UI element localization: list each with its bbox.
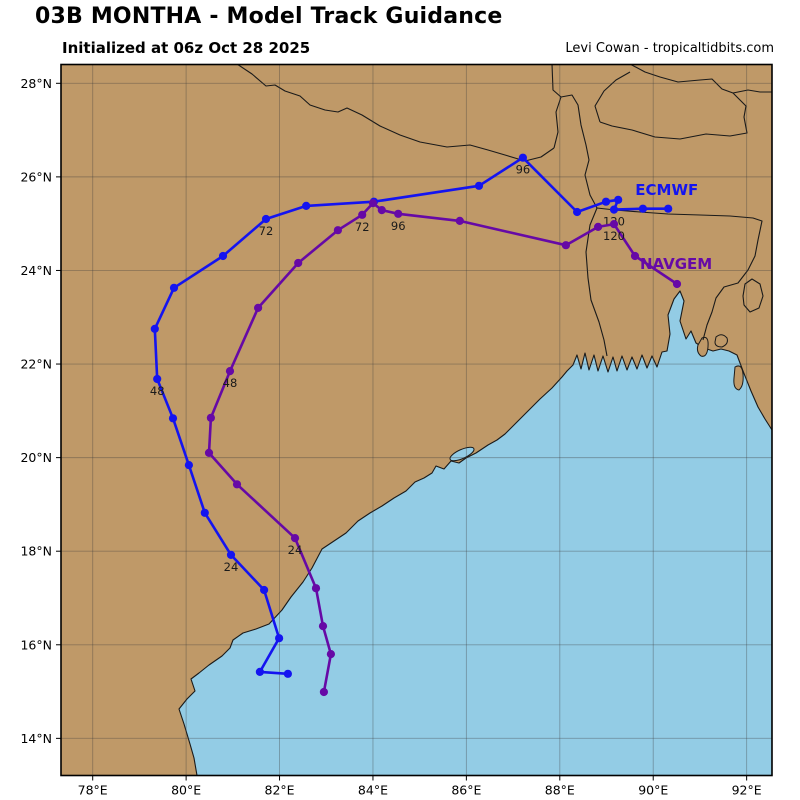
delta-island <box>714 334 728 348</box>
navgem-hour-label: 72 <box>355 220 370 234</box>
delta-island <box>696 336 709 357</box>
country-border <box>585 207 608 357</box>
navgem-hour-label: 96 <box>391 219 406 233</box>
subtitle-row: Initialized at 06z Oct 28 2025 Levi Cowa… <box>0 39 800 61</box>
ecmwf-track-point <box>614 195 623 204</box>
navgem-track-point <box>232 480 242 489</box>
navgem-track-point <box>368 199 378 208</box>
ecmwf-track-point <box>302 201 311 210</box>
navgem-track-point <box>254 303 263 312</box>
delta-island <box>733 365 744 391</box>
x-axis-tick-label: 90°E <box>638 783 668 798</box>
ecmwf-hour-label: 72 <box>259 224 274 238</box>
chart-title: 03B MONTHA - Model Track Guidance <box>35 4 503 29</box>
navgem-track-point <box>311 584 321 593</box>
y-axis-tick-label: 26°N <box>20 169 52 184</box>
ecmwf-hour-label: 48 <box>150 384 165 398</box>
ecmwf-track-point <box>474 181 484 190</box>
ecmwf-hour-label: 96 <box>516 163 531 177</box>
ecmwf-track-point <box>573 207 582 217</box>
ecmwf-model-label: ECMWF <box>635 181 698 199</box>
navgem-track-point <box>358 210 367 219</box>
navgem-track-point <box>290 534 300 543</box>
navgem-track-point <box>333 226 342 235</box>
navgem-track-point <box>609 220 619 229</box>
ecmwf-track-point <box>218 251 228 261</box>
ecmwf-track-point <box>283 669 292 678</box>
credit-label: Levi Cowan - tropicaltidbits.com <box>565 41 774 56</box>
plot-frame <box>60 63 773 777</box>
country-border <box>551 64 562 149</box>
navgem-model-label: NAVGEM <box>640 255 712 273</box>
chilika-lake <box>449 446 475 462</box>
ecmwf-track-point <box>638 204 648 213</box>
x-axis-tick-label: 78°E <box>78 783 108 798</box>
country-border <box>594 71 631 123</box>
ecmwf-track-point <box>609 205 619 214</box>
navgem-track-point <box>561 241 571 250</box>
navgem-track-point <box>672 279 682 289</box>
navgem-track-point <box>225 367 235 376</box>
navgem-track-point <box>594 222 603 231</box>
x-axis-tick-label: 92°E <box>732 783 762 798</box>
navgem-track-point <box>377 206 386 215</box>
ecmwf-track-point <box>275 634 284 643</box>
navgem-track-point <box>319 687 328 697</box>
ecmwf-track: 24 48 72 96 120 ECMWF <box>150 153 698 678</box>
ecmwf-track-point <box>184 461 193 470</box>
country-border <box>596 207 763 341</box>
y-axis-tick-label: 28°N <box>20 76 52 91</box>
y-axis-tick-label: 18°N <box>20 544 52 559</box>
x-axis-tick-label: 80°E <box>171 783 201 798</box>
navgem-track-point <box>294 258 303 268</box>
ecmwf-track-point <box>601 197 611 206</box>
y-axis-tick-label: 20°N <box>20 450 52 465</box>
country-border <box>560 94 598 209</box>
navgem-track-point <box>394 209 403 218</box>
country-border <box>599 92 748 140</box>
x-axis-tick-label: 84°E <box>358 783 388 798</box>
y-axis-tick-label: 22°N <box>20 357 52 372</box>
navgem-hour-label: 24 <box>288 543 303 557</box>
navgem-track-point <box>455 216 464 225</box>
ecmwf-track-point <box>260 585 269 595</box>
ecmwf-track-point <box>255 667 264 677</box>
init-time-label: Initialized at 06z Oct 28 2025 <box>62 39 311 57</box>
navgem-track-point <box>206 413 215 422</box>
navgem-track: 24 48 72 96 120 NAVGEM <box>204 199 712 697</box>
ecmwf-track-point <box>664 204 673 213</box>
country-border <box>629 64 772 94</box>
ecmwf-track-point <box>518 153 528 162</box>
navgem-track-point <box>630 251 640 261</box>
ecmwf-track-point <box>153 374 162 384</box>
ecmwf-track-point <box>150 324 159 333</box>
x-axis-tick-label: 88°E <box>545 783 575 798</box>
y-axis-tick-label: 14°N <box>20 731 52 746</box>
navgem-track-point <box>318 622 328 631</box>
country-border <box>742 278 764 313</box>
x-axis-tick-label: 86°E <box>451 783 481 798</box>
ecmwf-track-point <box>200 508 209 517</box>
navgem-track-point <box>204 448 214 457</box>
navgem-hour-label: 48 <box>223 376 238 390</box>
navgem-track-point <box>326 650 335 659</box>
navgem-hour-label: 120 <box>603 229 625 243</box>
y-axis-tick-label: 24°N <box>20 263 52 278</box>
ecmwf-track-point <box>261 214 271 224</box>
navgem-track-line <box>207 201 678 693</box>
y-axis-tick-label: 16°N <box>20 637 52 652</box>
ecmwf-track-point <box>226 550 236 560</box>
country-border <box>236 64 555 162</box>
ecmwf-track-point <box>169 283 179 292</box>
x-axis-tick-label: 82°E <box>265 783 295 798</box>
ecmwf-hour-label: 24 <box>224 560 239 574</box>
ecmwf-track-point <box>168 414 178 423</box>
